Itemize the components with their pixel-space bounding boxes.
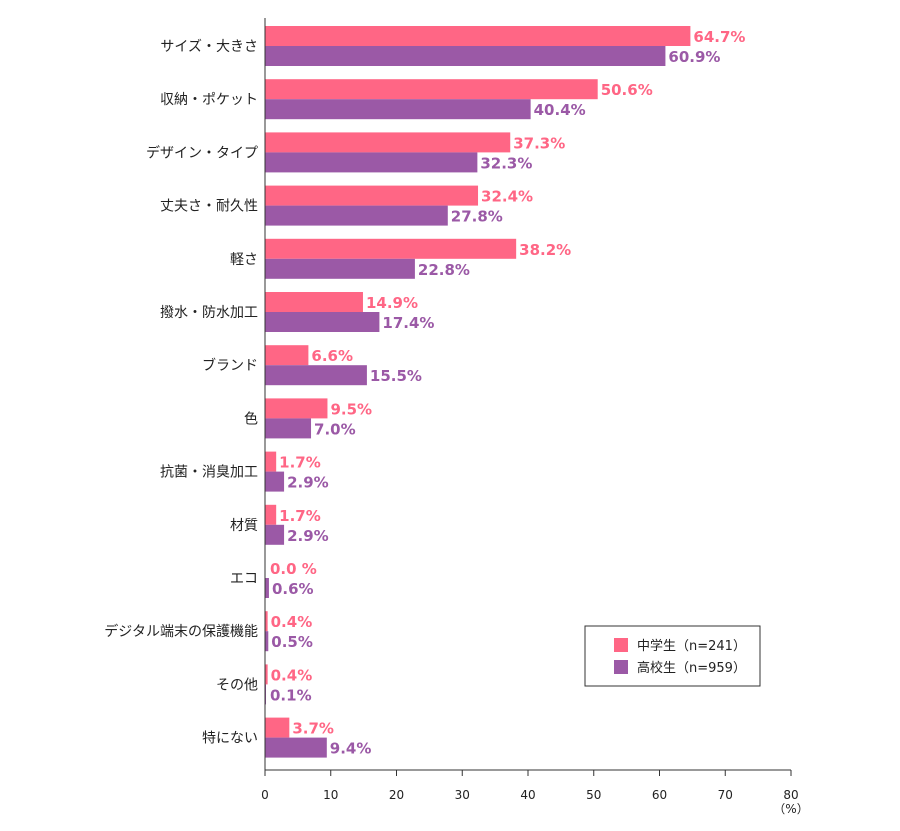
- category-label: 収納・ポケット: [160, 92, 258, 108]
- data-label: 0.4%: [271, 666, 313, 684]
- bar-high-school: [265, 312, 380, 332]
- data-label: 6.6%: [311, 347, 353, 365]
- x-tick-label: 60: [652, 788, 667, 802]
- x-tick-label: 0: [261, 788, 269, 802]
- bar-high-school: [265, 46, 666, 66]
- legend-label-junior-high: 中学生（n=241）: [637, 638, 746, 654]
- data-label: 1.7%: [279, 507, 321, 525]
- legend-swatch-junior-high: [614, 638, 628, 652]
- category-label: その他: [216, 677, 258, 693]
- data-label: 37.3%: [513, 134, 565, 152]
- bar-junior-high: [265, 398, 328, 419]
- bar-junior-high: [265, 132, 511, 153]
- data-label: 60.9%: [668, 48, 720, 66]
- category-labels: サイズ・大きさ収納・ポケットデザイン・タイプ丈夫さ・耐久性軽さ撥水・防水加工ブラ…: [104, 39, 258, 747]
- data-label: 0.5%: [271, 633, 313, 651]
- bar-junior-high: [265, 345, 309, 366]
- data-label: 0.6%: [272, 580, 314, 598]
- bar-junior-high: [265, 292, 363, 312]
- bar-high-school: [265, 152, 478, 173]
- legend: 中学生（n=241） 高校生（n=959）: [584, 625, 761, 687]
- bar-high-school: [265, 99, 531, 120]
- category-label: サイズ・大きさ: [160, 39, 258, 55]
- data-label: 0.0 %: [270, 560, 317, 578]
- value-labels: 64.7% 60.9% 50.6% 40.4% 37.3% 32.3% 32.4% 27.8%…: [270, 28, 745, 758]
- bar-high-school: [265, 471, 285, 492]
- data-label: 17.4%: [382, 314, 434, 332]
- bar-junior-high: [265, 717, 290, 738]
- data-label: 9.5%: [330, 400, 372, 418]
- x-axis-ticks: 0 10 20 30 40 50 60 70 80: [261, 770, 799, 802]
- category-label: デザイン・タイプ: [146, 144, 258, 161]
- data-label: 9.4%: [330, 740, 372, 758]
- data-label: 0.4%: [271, 613, 313, 631]
- data-label: 15.5%: [370, 367, 422, 385]
- data-label: 2.9%: [287, 527, 329, 545]
- data-label: 22.8%: [418, 261, 470, 279]
- bar-junior-high: [265, 664, 268, 685]
- x-tick-label: 10: [323, 788, 338, 802]
- bar-high-school: [265, 578, 269, 598]
- bar-high-school: [265, 737, 327, 758]
- bar-high-school: [265, 418, 312, 439]
- bar-high-school: [265, 631, 269, 652]
- data-label: 40.4%: [534, 101, 586, 119]
- bar-junior-high: [265, 451, 277, 472]
- data-label: 7.0%: [314, 420, 356, 438]
- category-label: 軽さ: [230, 252, 258, 268]
- data-label: 27.8%: [451, 208, 503, 226]
- legend-swatch-high-school: [614, 660, 628, 674]
- legend-label-high-school: 高校生（n=959）: [637, 660, 746, 676]
- category-label: デジタル端末の保護機能: [104, 623, 258, 640]
- bar-junior-high: [265, 238, 517, 259]
- x-tick-label: 50: [586, 788, 601, 802]
- category-label: エコ: [230, 571, 258, 587]
- data-label: 2.9%: [287, 474, 329, 492]
- bar-junior-high: [265, 611, 268, 632]
- bar-high-school: [265, 205, 448, 226]
- x-tick-label: 30: [455, 788, 470, 802]
- category-label: 丈夫さ・耐久性: [160, 199, 258, 215]
- x-unit-label: （%）: [773, 802, 808, 816]
- bar-junior-high: [265, 79, 598, 100]
- bar-junior-high: [265, 185, 479, 206]
- bars-group: [265, 26, 691, 758]
- x-tick-label: 80: [783, 788, 798, 802]
- category-label: 撥水・防水加工: [160, 305, 258, 321]
- x-tick-label: 40: [520, 788, 535, 802]
- legend-box: [584, 625, 761, 687]
- bar-high-school: [265, 258, 415, 279]
- data-label: 32.4%: [481, 188, 533, 206]
- data-label: 14.9%: [366, 294, 418, 312]
- category-label: 抗菌・消臭加工: [160, 465, 258, 481]
- x-tick-label: 20: [389, 788, 404, 802]
- data-label: 50.6%: [601, 81, 653, 99]
- data-label: 1.7%: [279, 454, 321, 472]
- category-label: 特にない: [202, 731, 258, 747]
- bar-high-school: [265, 524, 285, 545]
- data-label: 3.7%: [292, 720, 334, 738]
- bar-junior-high: [265, 504, 277, 525]
- bar-junior-high: [265, 26, 691, 46]
- data-label: 32.3%: [480, 154, 532, 172]
- data-label: 0.1%: [270, 686, 312, 704]
- category-label: 材質: [230, 518, 258, 534]
- category-label: 色: [244, 410, 258, 427]
- category-label: ブランド: [202, 357, 258, 374]
- data-label: 38.2%: [519, 241, 571, 259]
- data-label: 64.7%: [693, 28, 745, 46]
- x-tick-label: 70: [718, 788, 733, 802]
- bar-high-school: [265, 365, 367, 386]
